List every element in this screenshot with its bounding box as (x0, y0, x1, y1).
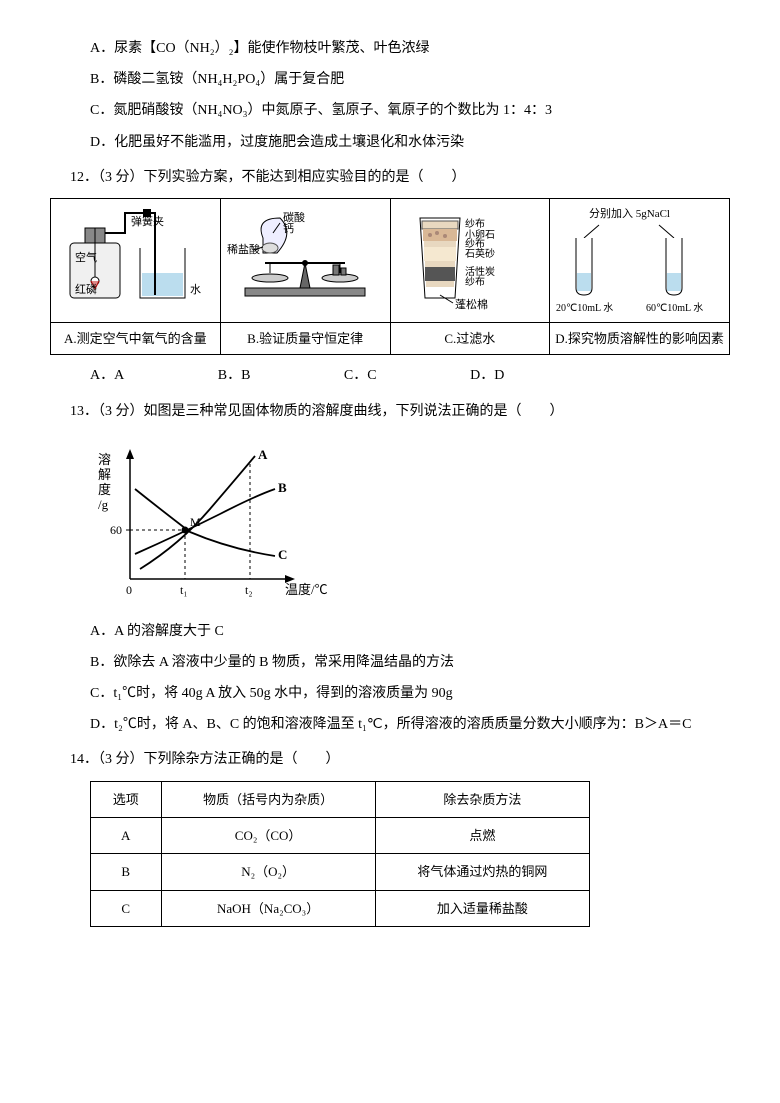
q13-option-c: C．t₁℃时，将 40g A 放入 50g 水中，得到的溶液质量为 90g (90, 681, 730, 706)
air-label: 空气 (75, 250, 97, 264)
q12-answer-row: A．A B．B C．C D．D (90, 363, 730, 388)
q13-option-b: B．欲除去 A 溶液中少量的 B 物质，常采用降温结晶的方法 (90, 650, 730, 675)
svg-text:M: M (190, 515, 201, 529)
water-label: 水 (190, 283, 201, 296)
svg-text:石英砂: 石英砂 (465, 247, 495, 260)
svg-text:0: 0 (126, 583, 132, 597)
svg-text:纱布: 纱布 (465, 218, 485, 230)
q14-h2: 物质（括号内为杂质） (161, 781, 375, 817)
exp-d-diagram: 分别加入 5gNaCl 20℃10mL 水 60℃10mL 水 (550, 198, 730, 322)
exp-a-diagram: 弹簧夹 空气 红磷 水 (51, 198, 221, 322)
svg-text:溶: 溶 (98, 452, 111, 467)
svg-text:t₂: t₂ (245, 583, 253, 597)
q11-option-d: D．化肥虽好不能滥用，过度施肥会造成土壤退化和水体污染 (90, 130, 730, 155)
svg-text:B: B (278, 480, 287, 495)
q13-option-a: A．A 的溶解度大于 C (90, 619, 730, 644)
exp-b-diagram: 碳酸 钙 稀盐酸 (220, 198, 390, 322)
phos-label: 红磷 (75, 283, 97, 296)
caco3-label: 碳酸 (283, 210, 305, 224)
clamp-label: 弹簧夹 (131, 214, 164, 228)
q12-ans-b: B．B (218, 363, 251, 388)
table-row: A CO₂（CO） 点燃 (91, 818, 590, 854)
svg-text:解: 解 (98, 467, 111, 482)
q11-option-b: B．磷酸二氢铵（NH₄H₂PO₄）属于复合肥 (90, 67, 730, 92)
q14-table: 选项 物质（括号内为杂质） 除去杂质方法 A CO₂（CO） 点燃 B N₂（O… (90, 781, 590, 928)
exp-c-diagram: 纱布 小卵石 纱布 石英砂 活性炭 纱布 蓬松棉 (390, 198, 550, 322)
q11-option-c: C．氮肥硝酸铵（NH₄NO₃）中氮原子、氢原子、氧原子的个数比为 1：4：3 (90, 98, 730, 123)
svg-text:t₁: t₁ (180, 583, 188, 597)
svg-text:A: A (258, 447, 268, 462)
q12-stem: 12．（3 分）下列实验方案，不能达到相应实验目的的是（ ） (70, 165, 730, 190)
d-title-label: 分别加入 5gNaCl (589, 207, 670, 220)
svg-text:钙: 钙 (283, 221, 294, 235)
q14-stem: 14．（3 分）下列除杂方法正确的是（ ） (70, 747, 730, 772)
table-row: B N₂（O₂） 将气体通过灼热的铜网 (91, 854, 590, 890)
q11-option-a: A．尿素【CO（NH₂）₂】能使作物枝叶繁茂、叶色浓绿 (90, 36, 730, 61)
q13-stem: 13．（3 分）如图是三种常见固体物质的溶解度曲线，下列说法正确的是（ ） (70, 399, 730, 424)
exp-c-desc: C.过滤水 (390, 322, 550, 354)
q12-ans-a: A．A (90, 363, 124, 388)
exp-d-desc: D.探究物质溶解性的影响因素 (550, 322, 730, 354)
q12-experiment-table: 弹簧夹 空气 红磷 水 (50, 198, 730, 355)
q12-ans-d: D．D (470, 363, 504, 388)
svg-text:C: C (278, 547, 287, 562)
svg-text:纱布: 纱布 (465, 276, 485, 288)
q13-solubility-graph: 溶 解 度 /g 温度/℃ 0 60 t₁ t₂ A B C M (90, 434, 730, 609)
svg-text:60℃10mL 水: 60℃10mL 水 (646, 302, 703, 314)
table-row: C NaOH（Na₂CO₃） 加入适量稀盐酸 (91, 890, 590, 926)
svg-text:20℃10mL 水: 20℃10mL 水 (556, 302, 613, 314)
svg-text:/g: /g (98, 497, 109, 512)
svg-text:温度/℃: 温度/℃ (285, 582, 328, 597)
svg-text:60: 60 (110, 523, 122, 537)
exp-a-desc: A.测定空气中氧气的含量 (51, 322, 221, 354)
q14-h3: 除去杂质方法 (375, 781, 589, 817)
svg-text:蓬松棉: 蓬松棉 (455, 297, 488, 311)
q14-h1: 选项 (91, 781, 162, 817)
q12-ans-c: C．C (344, 363, 377, 388)
exp-b-desc: B.验证质量守恒定律 (220, 322, 390, 354)
q13-option-d: D．t₂℃时，将 A、B、C 的饱和溶液降温至 t₁℃，所得溶液的溶质质量分数大… (90, 712, 730, 737)
svg-text:度: 度 (98, 482, 111, 497)
